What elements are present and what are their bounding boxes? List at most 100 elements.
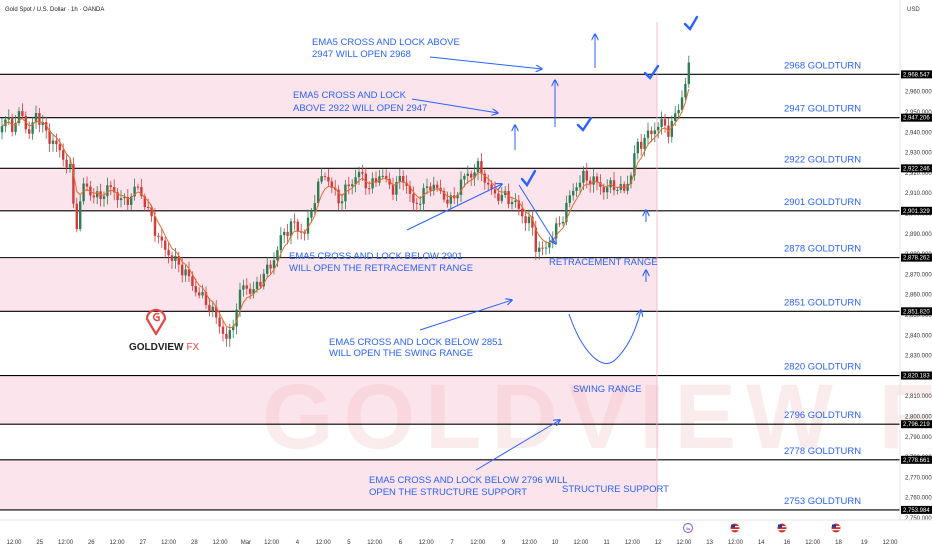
price-tick-label: 2,860.000: [905, 293, 932, 299]
candle-body: [82, 183, 85, 202]
candle-body: [572, 190, 575, 196]
time-tick-label: 12:00: [573, 540, 589, 546]
price-tick-label: 2,940.000: [905, 130, 932, 136]
candle-body: [119, 198, 123, 201]
time-tick-label: 6: [399, 540, 403, 546]
time-tick-label: 25: [36, 540, 43, 546]
time-tick-label: 19: [861, 540, 868, 546]
candle-body: [670, 120, 673, 137]
candle-body: [191, 276, 194, 287]
annotation-2968-line2: 2947 WILL OPEN 2968: [312, 49, 411, 60]
candle-body: [113, 187, 116, 193]
candle-body: [657, 126, 660, 131]
us-flag-icon[interactable]: [831, 523, 841, 533]
candle-body: [245, 285, 248, 289]
candle-body: [136, 186, 140, 188]
price-tag: [901, 206, 932, 215]
candle-body: [157, 235, 160, 237]
candle-body: [204, 292, 208, 305]
level-label: 2820 GOLDTURN: [784, 362, 861, 373]
price-tick-label: 2,790.000: [905, 435, 932, 441]
candle-body: [527, 216, 531, 224]
candle-body: [687, 62, 690, 84]
candle-body: [436, 184, 439, 188]
candle-body: [510, 201, 514, 205]
arrow-annotation-structure: [475, 420, 560, 471]
candle-body: [606, 187, 609, 193]
us-flag-icon[interactable]: [730, 523, 740, 533]
candle-body: [633, 153, 636, 176]
candle-body: [242, 285, 245, 290]
us-flag-icon[interactable]: [777, 523, 787, 533]
level-label: 2968 GOLDTURN: [784, 60, 861, 71]
candle-body: [0, 126, 4, 133]
candle-body: [483, 173, 486, 183]
candle-body: [497, 193, 500, 201]
candle-body: [167, 249, 170, 256]
candle-body: [524, 216, 527, 224]
time-tick-label: 12:00: [316, 540, 332, 546]
candle-body: [398, 176, 401, 183]
candle-body: [194, 286, 197, 293]
time-tick-label: 12:00: [470, 540, 486, 546]
price-tag-label: 2,901.329: [903, 209, 930, 215]
time-tick-label: 12:00: [522, 540, 538, 546]
candle-body: [660, 119, 663, 127]
candle-body: [286, 231, 289, 237]
price-tick-label: 2,760.000: [905, 496, 932, 502]
price-tag: [901, 455, 932, 464]
time-tick-label: 11: [603, 540, 610, 546]
candle-body: [582, 170, 585, 183]
candle-body: [500, 194, 503, 201]
candle-body: [262, 273, 265, 287]
price-tick-label: 2,930.000: [905, 151, 932, 157]
candle-body: [259, 281, 262, 287]
arrow-down-retracement: [518, 184, 556, 244]
annotation-2968-line1: EMA5 CROSS AND LOCK ABOVE: [312, 37, 460, 48]
candle-body: [609, 180, 612, 188]
candle-body: [313, 203, 316, 211]
candle-body: [276, 250, 279, 261]
candle-body: [266, 264, 269, 274]
level-label: 2796 GOLDTURN: [784, 410, 861, 421]
ema5-line: [1, 88, 690, 329]
annotation-structure: EMA5 CROSS AND LOCK BELOW 2796 WILL OPEN …: [369, 475, 568, 498]
economic-event-icon[interactable]: [682, 522, 694, 534]
candle-body: [96, 191, 99, 198]
time-tick-label: 5: [347, 540, 351, 546]
candle-body: [422, 187, 425, 204]
candle-body: [102, 196, 106, 199]
zone-swing-range: SWING RANGE: [573, 384, 642, 395]
candle-body: [130, 196, 133, 205]
candle-body: [340, 201, 344, 204]
time-tick-label: 4: [296, 540, 300, 546]
candle-body: [629, 175, 633, 184]
time-tick-label: 12:00: [882, 540, 898, 546]
candle-body: [58, 144, 61, 151]
time-tick-label: 12:00: [367, 540, 383, 546]
candle-body: [38, 113, 41, 125]
candle-body: [368, 188, 371, 190]
price-tick-label: 2,800.000: [905, 415, 932, 421]
time-axis[interactable]: 12:00 25 12:00 26 12:00 27 12:00 28 12:00 Mar 12:0…: [0, 519, 932, 546]
time-tick-label: 28: [191, 540, 198, 546]
chart-header: Gold Spot / U.S. Dollar · 1h · OANDA: [5, 7, 104, 13]
annotation-2947-line1: EMA5 CROSS AND LOCK: [293, 90, 407, 101]
candle-body: [568, 195, 571, 203]
candle-body: [351, 184, 354, 187]
candle-body: [72, 164, 75, 204]
candle-body: [238, 289, 242, 310]
candle-body: [578, 182, 582, 188]
candle-body: [337, 189, 340, 204]
candle-body: [344, 184, 347, 202]
candle-body: [476, 161, 480, 173]
candle-body: [432, 184, 435, 191]
candle-body: [317, 181, 320, 204]
candle-body: [4, 119, 7, 127]
candle-body: [320, 176, 323, 182]
time-tick-label: 12:00: [161, 540, 177, 546]
price-tick-label: 2,830.000: [905, 354, 932, 360]
price-tick-label: 2,870.000: [905, 272, 932, 278]
candle-body: [592, 176, 595, 185]
candle-body: [585, 170, 588, 181]
